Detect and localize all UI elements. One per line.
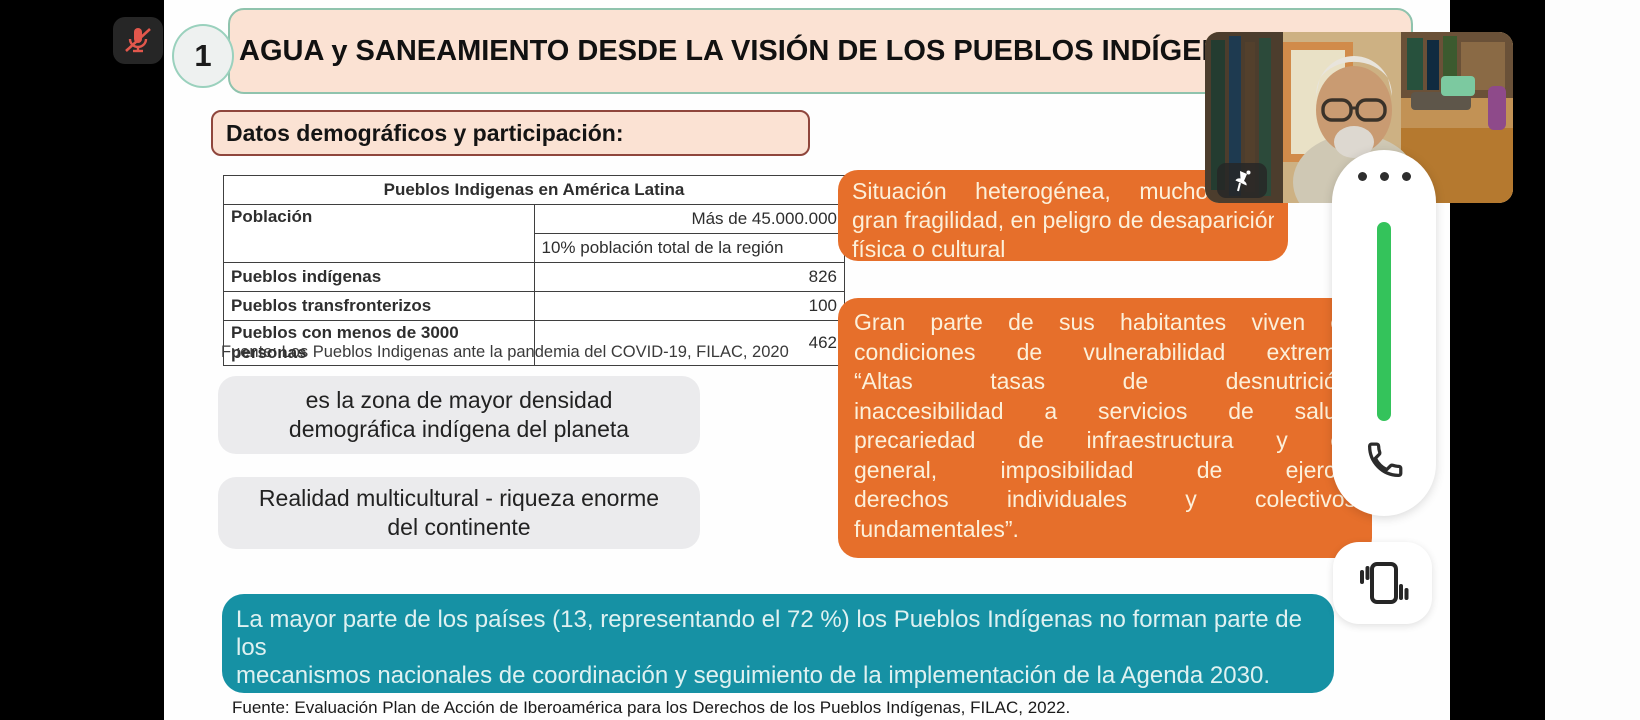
rotate-device-button[interactable] bbox=[1333, 542, 1432, 624]
source-note-filac-2022: Fuente: Evaluación Plan de Acción de Ibe… bbox=[232, 698, 1071, 717]
callout-heterogeneous-situation: Situación heterogénea, muchos en gran fra… bbox=[838, 170, 1288, 261]
table-cell-value: 100 bbox=[533, 291, 845, 321]
table-row: Pueblos indígenas 826 bbox=[223, 262, 845, 292]
phone-handset-icon bbox=[1367, 442, 1403, 478]
slide-number-badge: 1 bbox=[172, 24, 234, 88]
dot-icon bbox=[1401, 172, 1411, 181]
meeting-controls-panel bbox=[1332, 150, 1436, 516]
table-cell-label: Pueblos indígenas bbox=[223, 262, 535, 292]
callout-vulnerability: Gran parte de sus habitantes viven en con… bbox=[838, 298, 1372, 558]
table-cell-label: Población bbox=[223, 204, 535, 263]
participant-video[interactable] bbox=[1205, 32, 1513, 203]
volume-level-slider[interactable] bbox=[1377, 222, 1391, 421]
table-row: Pueblos transfronterizos 100 bbox=[223, 291, 845, 321]
mic-muted-icon bbox=[125, 27, 151, 52]
pushpin-icon bbox=[1235, 170, 1251, 191]
demographics-table: Pueblos Indigenas en América Latina Pobl… bbox=[223, 175, 845, 366]
callout-multicultural: Realidad multicultural - riqueza enorme d… bbox=[218, 477, 700, 549]
callout-density: es la zona de mayor densidad demográfica … bbox=[218, 376, 700, 454]
call-button[interactable] bbox=[1361, 438, 1407, 489]
table-cell-value: 462 bbox=[533, 320, 845, 366]
dot-icon bbox=[1357, 172, 1367, 181]
left-letterbox bbox=[0, 0, 164, 720]
vibrating-phone-icon bbox=[1359, 562, 1408, 604]
table-row: Pueblos con menos de 3000 personas 462 bbox=[223, 320, 845, 366]
banner-agenda-2030: La mayor parte de los países (13, repres… bbox=[222, 594, 1334, 693]
table-cell-label: Pueblos transfronterizos bbox=[223, 291, 535, 321]
table-cell-label: Pueblos con menos de 3000 personas bbox=[223, 320, 535, 366]
mic-muted-button[interactable] bbox=[113, 17, 163, 64]
android-nav-bar bbox=[1545, 0, 1640, 720]
table-row: Pueblos Indigenas en América Latina bbox=[223, 175, 845, 205]
table-row: Población Más de 45.000.000 bbox=[223, 204, 845, 263]
source-note-covid: Fuente: Los Pueblos Indigenas ante la pa… bbox=[221, 343, 789, 361]
table-cell-value: 826 bbox=[533, 262, 845, 292]
participant-video-scene bbox=[1205, 32, 1513, 203]
slide-subtitle: Datos demográficos y participación: bbox=[211, 110, 810, 156]
more-options-button[interactable] bbox=[1332, 172, 1436, 181]
dot-icon bbox=[1379, 172, 1389, 181]
table-row: 10% población total de la región bbox=[224, 233, 845, 263]
table-title: Pueblos Indigenas en América Latina bbox=[223, 175, 845, 205]
pinned-participant-badge bbox=[1217, 163, 1267, 198]
table-cell-value: Más de 45.000.000 bbox=[533, 204, 845, 234]
table-cell-value: 10% población total de la región bbox=[533, 233, 845, 263]
